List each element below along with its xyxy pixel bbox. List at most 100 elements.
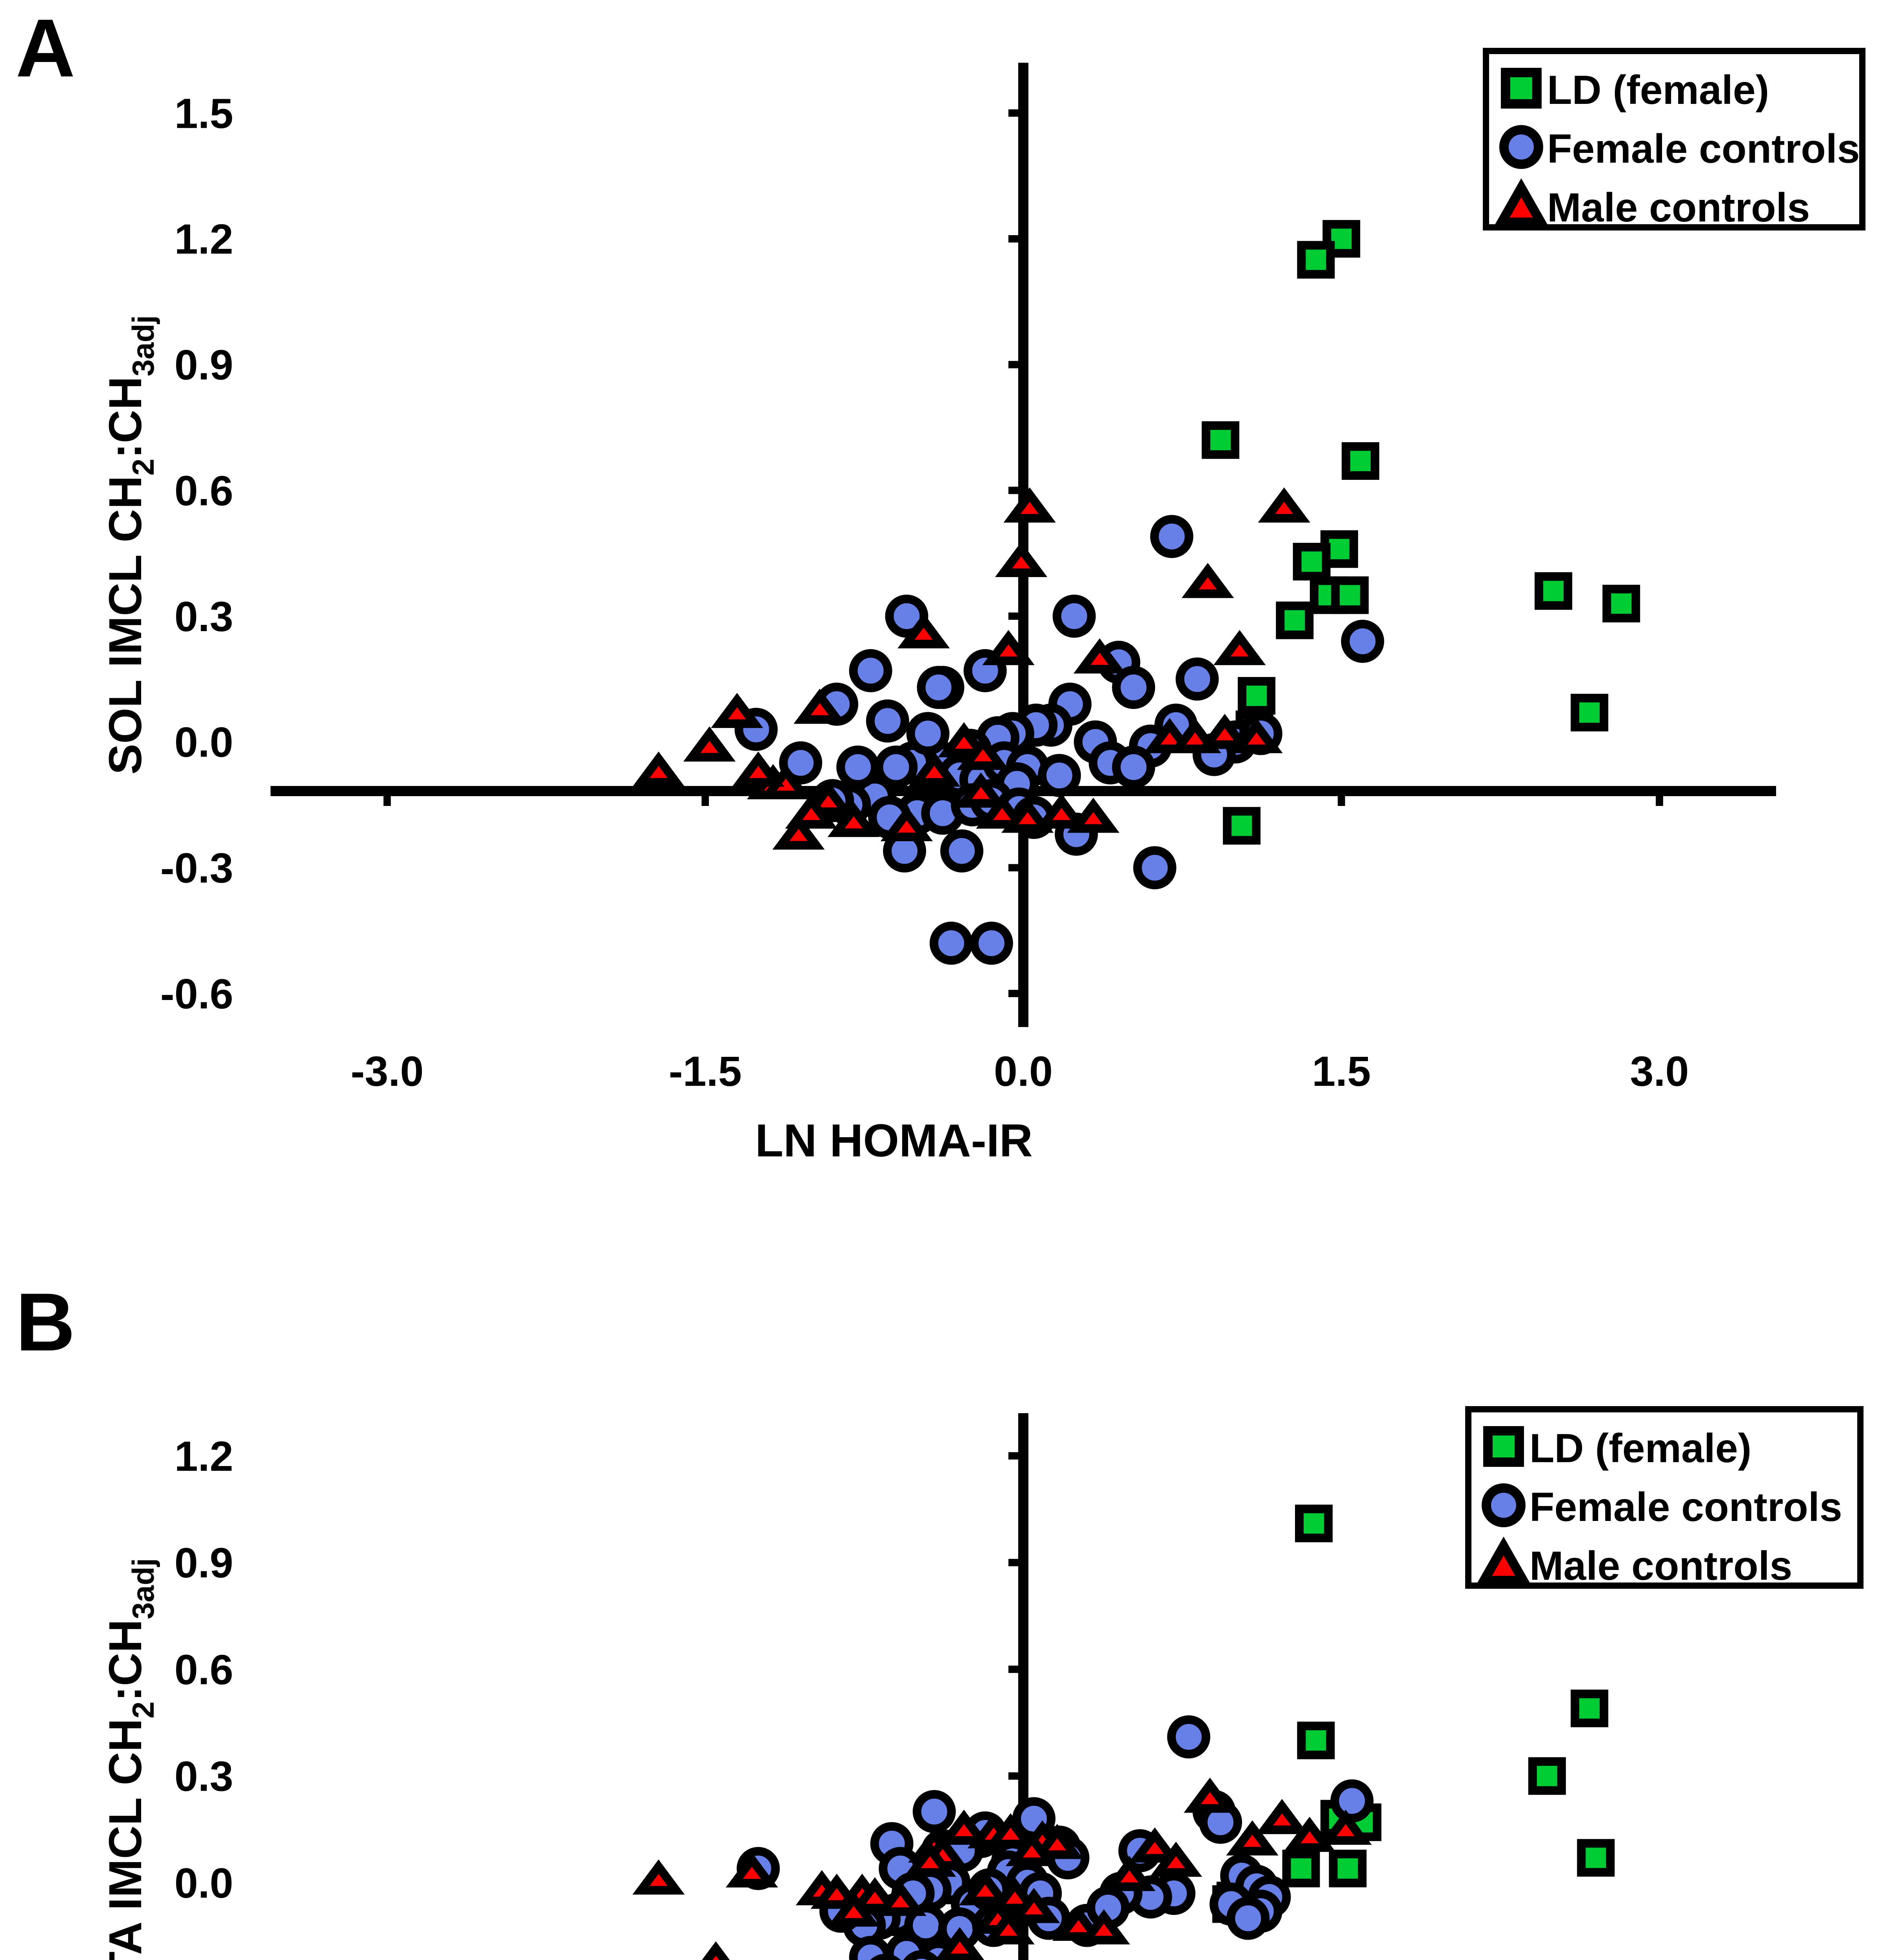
panel-b-plot: 1.20.90.60.30.0-0.3-0.6-3.0-1.50.01.53.0… [100,1406,1864,1960]
series-circle [734,515,1384,965]
data-point-triangle [711,693,763,728]
data-point-triangle [1035,793,1088,829]
data-point-triangle [632,1859,685,1895]
legend-marker-circle [1499,125,1543,169]
x-tick-label: 3.0 [1630,1047,1689,1095]
legend-item-label: LD (female) [1529,1426,1751,1471]
y-tick-label: 0.0 [174,1859,233,1907]
data-point-square [1293,543,1331,581]
data-point-square [1577,1839,1615,1877]
panel-a-plot: 1.5 1.2 0.9 0.6 0.3 0.0 -0.3 -0.6 -3.0 -1.5 0.0 1.5… [100,48,1865,1167]
legend-marker-square [1501,68,1542,109]
legend-item-label: Female controls [1529,1485,1842,1530]
panel-b-letter: B [16,1276,75,1368]
x-tick-label: 0.0 [994,1047,1053,1095]
x-axis-title: LN HOMA-IR [755,1115,1033,1167]
data-point-circle [1330,1779,1374,1823]
data-point-triangle [785,793,837,829]
data-point-triangle [897,613,950,648]
data-point-triangle [772,814,825,850]
y-axis-title-text: SOL IMCL CH2:CH3adj [100,315,160,775]
data-point-circle [836,745,880,789]
data-point-triangle [976,793,1028,829]
data-points-group [632,220,1640,965]
data-point-circle [866,699,909,743]
data-point-triangle [874,1880,926,1916]
data-point-square [1341,442,1379,480]
data-point-circle [1112,745,1155,789]
data-point-circle [870,1953,901,1960]
data-point-triangle [908,751,961,787]
data-point-circle [917,666,960,709]
legend-marker-circle [1482,1483,1526,1527]
x-tick-label: -1.5 [669,1047,742,1095]
data-point-triangle [1150,1842,1202,1877]
legend-marker-triangle [1493,178,1549,227]
legend-box [1465,1406,1864,1589]
data-point-triangle [937,722,990,758]
data-point-triangle [1001,797,1054,833]
data-point-triangle [726,1852,778,1888]
data-point-triangle [732,751,785,787]
y-axis-title: SOL IMCL CH2:CH3adj [100,315,160,775]
data-point-triangle [1319,1809,1372,1845]
data-point-triangle [1283,1817,1336,1852]
data-point-triangle [1073,638,1126,674]
panel-b: B 1.20.90.60.30.0-0.3-0.6-3.0-1.50.01.53… [0,1274,1889,1960]
y-tick-label: 0.3 [174,1753,233,1800]
data-point-triangle [982,630,1035,665]
data-point-circle [1037,754,1081,797]
data-point-triangle [683,726,736,762]
y-tick-label: 0.0 [174,719,233,766]
data-point-triangle [955,772,1007,808]
data-point-square [1237,677,1275,715]
data-point-triangle [702,1941,730,1960]
data-point-triangle [1005,1831,1058,1866]
data-point-circle [1167,1715,1210,1759]
legend-box [1483,48,1865,230]
data-point-triangle [1181,563,1234,598]
y-tick-label: 1.2 [174,1432,233,1480]
data-point-triangle [982,1909,1035,1945]
data-point-square [1535,572,1573,610]
x-tick-label: 1.5 [1312,1047,1371,1095]
data-point-triangle [1067,797,1120,833]
y-tick-label: 1.5 [174,89,233,137]
legend-marker-triangle [1476,1536,1531,1585]
y-tick-label: 0.3 [174,593,233,640]
data-point-circle [1341,620,1384,663]
data-points-group [632,1504,1615,1960]
data-point-square [1331,576,1369,614]
data-point-triangle [848,1877,901,1913]
data-point-triangle [1184,1777,1236,1813]
data-point-triangle [1077,1909,1130,1945]
legend-item-label: Male controls [1529,1543,1792,1589]
data-point-triangle [632,751,685,787]
data-point-circle [779,741,823,785]
y-tick-label: 0.9 [174,1539,233,1586]
data-point-triangle [1230,718,1283,753]
data-point-triangle [984,1813,1037,1849]
data-point-triangle [880,806,933,841]
data-point-square [1223,807,1261,845]
legend-item-label: Male controls [1547,185,1810,230]
data-point-triangle [937,1809,990,1845]
data-point-triangle [1003,487,1056,523]
x-tick-label: -3.0 [351,1047,423,1095]
data-point-circle [940,829,984,873]
data-point-square [1201,421,1239,459]
data-point-square [1602,584,1640,622]
y-tick-label: 0.9 [174,341,233,388]
y-axis-title-text: TA IMCL CH2:CH3adj [100,1558,160,1960]
data-point-circle [912,1790,956,1833]
data-point-square [1295,1504,1333,1543]
data-point-triangle [995,542,1048,577]
y-tick-label: 0.6 [174,467,233,514]
data-point-triangle [935,1927,984,1960]
data-point-triangle [1256,1799,1308,1834]
series-triangle [632,487,1310,850]
data-point-triangle [959,1870,1012,1906]
data-point-triangle [827,802,880,837]
data-point-square [1297,1721,1335,1759]
